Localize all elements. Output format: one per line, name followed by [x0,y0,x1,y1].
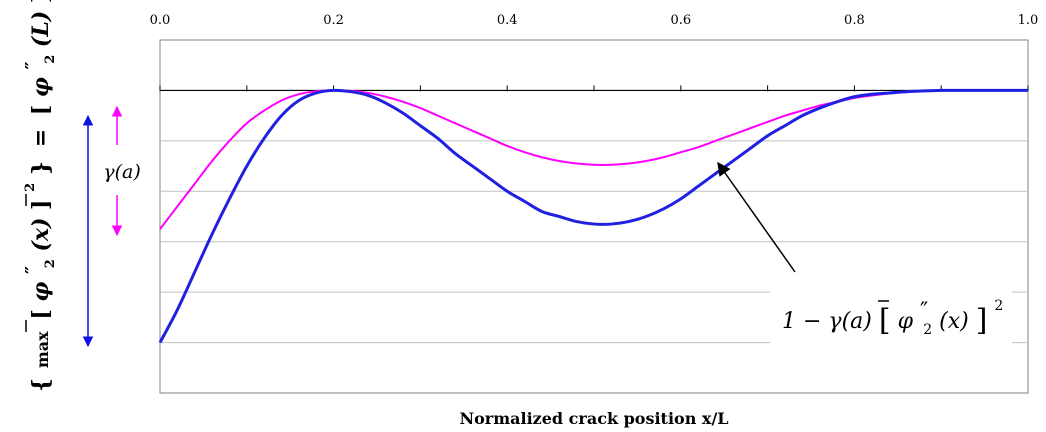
ylabel-bracket-close-2: ] [28,0,54,3]
svg-text:{ max [ φ: { max [ φ ″ 2 (x) ] 2 } = [ φ ″ 2 (L) ] … [14,0,60,392]
ylabel-phi-2: φ [28,77,54,97]
ylabel-sub-2: 2 [43,55,58,64]
ylabel-prime-2: ″ [22,61,43,69]
x-tick-label: 0.2 [323,13,344,28]
x-tick-label: 0.6 [670,13,691,28]
ylabel-equals: = [28,129,54,147]
annot-prefix: 1 − γ(a) [782,309,872,334]
annot-sub: 2 [923,322,932,338]
x-tick-label: 0.0 [150,13,171,28]
annot-phi: φ [898,309,914,334]
ylabel-arg-L: (L) [28,11,54,47]
annot-arg: (x) [939,309,969,334]
ylabel-prime-1: ″ [22,266,43,274]
axis-tick-marks [159,85,1029,92]
ylabel-bracket-open-2: [ [28,105,54,115]
ylabel-arg-x: (x) [28,218,54,252]
ylabel-max: max [33,331,52,368]
ylabel-brace-close: } [28,161,54,175]
ylabel-sup-1: 2 [23,183,38,192]
x-tick-label: 1.0 [1018,13,1039,28]
x-tick-label: 0.4 [497,13,518,28]
ylabel-brace-open: { [28,378,54,392]
y-axis-label: { max [ φ ″ 2 (x) ] 2 } = [ φ ″ 2 (L) ] … [14,0,60,392]
ylabel-bracket-close-1: ] [28,200,54,210]
svg-text:1 − γ(a) [ φ: 1 − γ(a) [ φ ″ 2 (x) ] 2 [782,298,1003,340]
x-axis-label: Normalized crack position x/L [459,409,728,428]
ylabel-sub-1: 2 [43,259,58,268]
ylabel-bracket-open-1: [ [28,309,54,319]
x-tick-label: 0.8 [844,13,865,28]
series-line-blue [158,88,1028,344]
annotation-arrow [717,161,796,273]
annot-sup: 2 [994,298,1003,314]
gamma-label: γ(a) [103,161,141,183]
annot-prime: ″ [920,299,928,324]
annot-bracket-open: [ [879,303,891,338]
series-group [158,88,1028,344]
annotation-label: 1 − γ(a) [ φ ″ 2 (x) ] 2 [782,298,1003,340]
ylabel-phi-1: φ [28,282,54,302]
annot-bracket-close: ] [976,303,988,338]
x-tick-labels: 0.0 0.2 0.4 0.6 0.8 1.0 [150,13,1039,28]
annotation-label-box [770,276,1012,352]
